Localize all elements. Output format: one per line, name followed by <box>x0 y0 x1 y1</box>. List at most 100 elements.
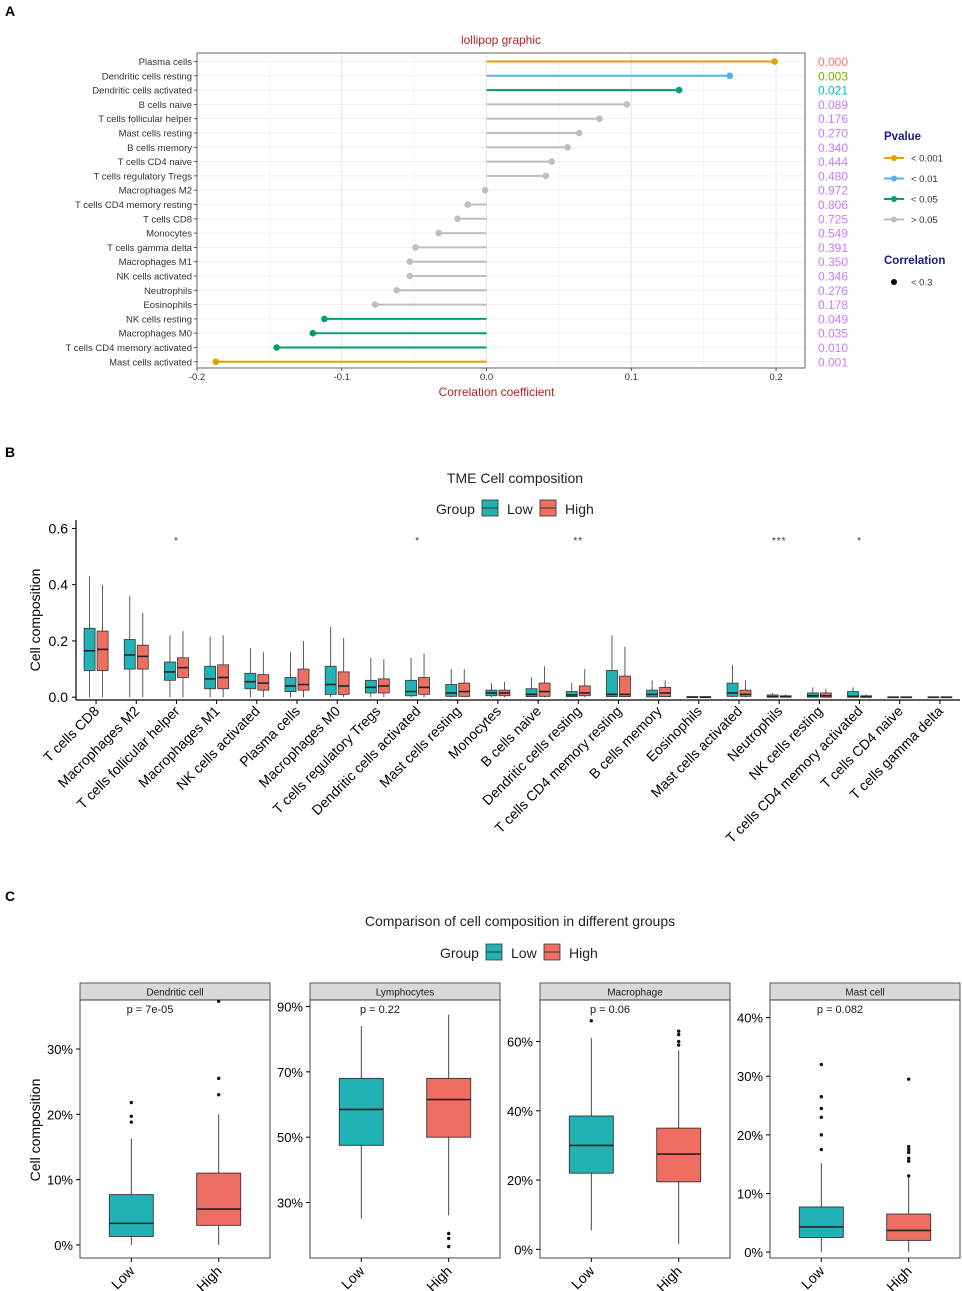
pvalue-annotation: p = 7e-05 <box>127 1004 174 1016</box>
box-low-t-cells-cd4-memory-resting <box>606 670 618 698</box>
pvalue-label-t-cells-follicular-helper: 0.176 <box>818 112 848 126</box>
y-tick-label: 0.4 <box>49 577 69 593</box>
facet-panel <box>769 999 961 1259</box>
point-t-cells-cd8 <box>454 215 461 223</box>
lollipop-chart: lollipop graphic Plasma cells 0.000 Dendrit… <box>65 33 945 399</box>
y-tick-label-t-cells-regulatory-tregs: T cells regulatory Tregs <box>93 171 192 182</box>
outlier-point <box>819 1133 823 1137</box>
y-tick-label-macrophages-m2: Macrophages M2 <box>119 186 192 197</box>
x-tick-label: 0.1 <box>625 372 638 383</box>
y-tick-label-neutrophils: Neutrophils <box>144 286 192 297</box>
y-tick-label-t-cells-follicular-helper: T cells follicular helper <box>98 114 192 125</box>
box-high-b-cells-naive <box>538 682 551 697</box>
x-tick-label-high: High <box>883 1263 915 1291</box>
panel-label-a: A <box>5 3 15 19</box>
pvalue-label-t-cells-regulatory-tregs: 0.480 <box>818 169 848 183</box>
outlier-point <box>819 1106 823 1111</box>
point-monocytes <box>435 229 443 237</box>
legend-key-point <box>891 175 897 182</box>
point-dendritic-cells-activated <box>675 86 683 94</box>
facet-panel <box>79 999 271 1259</box>
pvalue-label-macrophages-m0: 0.035 <box>818 327 848 341</box>
y-tick-label: 40% <box>737 1011 763 1026</box>
significance-dendritic-cells-activated: * <box>415 536 420 547</box>
pvalue-label-monocytes: 0.549 <box>818 227 848 241</box>
legend-label-low: Low <box>511 945 538 961</box>
outlier-point <box>447 1236 451 1241</box>
group-comparison-chart: Comparison of cell composition in differ… <box>27 913 961 1291</box>
outlier-point <box>217 1093 221 1097</box>
panel-label-b: B <box>5 444 15 460</box>
legend-label: > 0.05 <box>911 215 938 226</box>
legend-pvalue-title: Pvalue <box>884 131 921 143</box>
pvalue-label-b-cells-naive: 0.089 <box>818 98 848 112</box>
y-tick-label-t-cells-cd4-naive: T cells CD4 naive <box>118 157 192 168</box>
box-high-t-cells-cd8 <box>96 630 109 671</box>
point-b-cells-naive <box>623 101 631 108</box>
point-b-cells-memory <box>564 144 571 151</box>
point-t-cells-cd4-memory-resting <box>464 201 472 208</box>
y-tick-label-t-cells-cd8: T cells CD8 <box>143 214 192 225</box>
point-macrophages-m0 <box>309 329 317 337</box>
box-low-b-cells-naive <box>525 688 538 698</box>
pvalue-label-mast-cells-activated: 0.001 <box>818 355 848 369</box>
y-tick-label: 0.0 <box>49 689 69 705</box>
y-axis-label: Cell composition <box>27 569 43 672</box>
x-tick-label: 0.0 <box>480 372 493 383</box>
y-tick-label: 10% <box>47 1173 73 1188</box>
x-tick-label-high: High <box>193 1263 225 1291</box>
pvalue-label-b-cells-memory: 0.340 <box>818 141 848 155</box>
box-low <box>568 1115 614 1174</box>
y-tick-label-b-cells-naive: B cells naive <box>139 100 192 111</box>
legend-key-point <box>891 155 897 161</box>
y-tick-label: 30% <box>47 1042 73 1057</box>
outlier-point <box>907 1150 911 1155</box>
x-tick-label-low: Low <box>568 1262 598 1291</box>
pvalue-label-t-cells-cd4-naive: 0.444 <box>818 155 848 169</box>
pvalue-label-plasma-cells: 0.000 <box>818 55 848 69</box>
legend-label: < 0.05 <box>911 195 938 206</box>
outlier-point <box>589 1019 593 1023</box>
y-tick-label: 20% <box>47 1107 73 1122</box>
point-t-cells-cd4-memory-activated <box>273 344 280 351</box>
point-nk-cells-resting <box>321 315 328 323</box>
significance-neutrophils: *** <box>772 536 787 547</box>
x-axis-label: Correlation coefficient <box>439 385 556 399</box>
y-tick-label: 90% <box>277 1000 303 1015</box>
y-tick-label-b-cells-memory: B cells memory <box>127 143 192 154</box>
legend-label-high: High <box>565 501 594 517</box>
y-tick-label: 0% <box>744 1245 763 1260</box>
pvalue-label-nk-cells-activated: 0.346 <box>818 270 848 284</box>
x-tick-label-high: High <box>653 1263 685 1291</box>
chart-title: TME Cell composition <box>447 470 583 486</box>
facet-lymphocytes: Lymphocytes 30% 50% 70% 90% Low High p = 0.22 <box>277 982 501 1291</box>
y-tick-label-macrophages-m0: Macrophages M0 <box>119 329 192 340</box>
box-low <box>108 1194 154 1237</box>
box-low-t-cells-cd8 <box>83 627 96 671</box>
y-tick-label: 30% <box>737 1069 763 1084</box>
legend-key-point <box>891 216 897 223</box>
outlier-point <box>129 1114 133 1118</box>
y-tick-label: 70% <box>277 1065 303 1080</box>
point-dendritic-cells-resting <box>726 72 734 80</box>
pvalue-label-macrophages-m1: 0.350 <box>818 255 848 269</box>
plot-border <box>196 52 806 369</box>
point-t-cells-cd4-naive <box>548 158 555 165</box>
point-macrophages-m2 <box>481 186 489 194</box>
outlier-point <box>447 1244 451 1249</box>
box-high-b-cells-memory <box>659 686 672 698</box>
pvalue-label-eosinophils: 0.178 <box>818 298 848 312</box>
point-mast-cells-resting <box>575 129 583 137</box>
outlier-point <box>677 1032 681 1037</box>
point-nk-cells-activated <box>406 272 414 280</box>
outlier-point <box>447 1231 451 1236</box>
outlier-point <box>907 1077 911 1081</box>
x-tick-label-low: Low <box>338 1262 368 1291</box>
y-tick-label: 30% <box>277 1195 303 1210</box>
pvalue-label-dendritic-cells-resting: 0.003 <box>818 69 848 83</box>
y-tick-label: 0% <box>54 1238 73 1253</box>
point-macrophages-m1 <box>406 258 414 266</box>
y-tick-label-t-cells-cd4-memory-resting: T cells CD4 memory resting <box>75 200 192 211</box>
box-high-mast-cells-resting <box>458 682 471 697</box>
pvalue-label-t-cells-cd8: 0.725 <box>818 212 848 226</box>
